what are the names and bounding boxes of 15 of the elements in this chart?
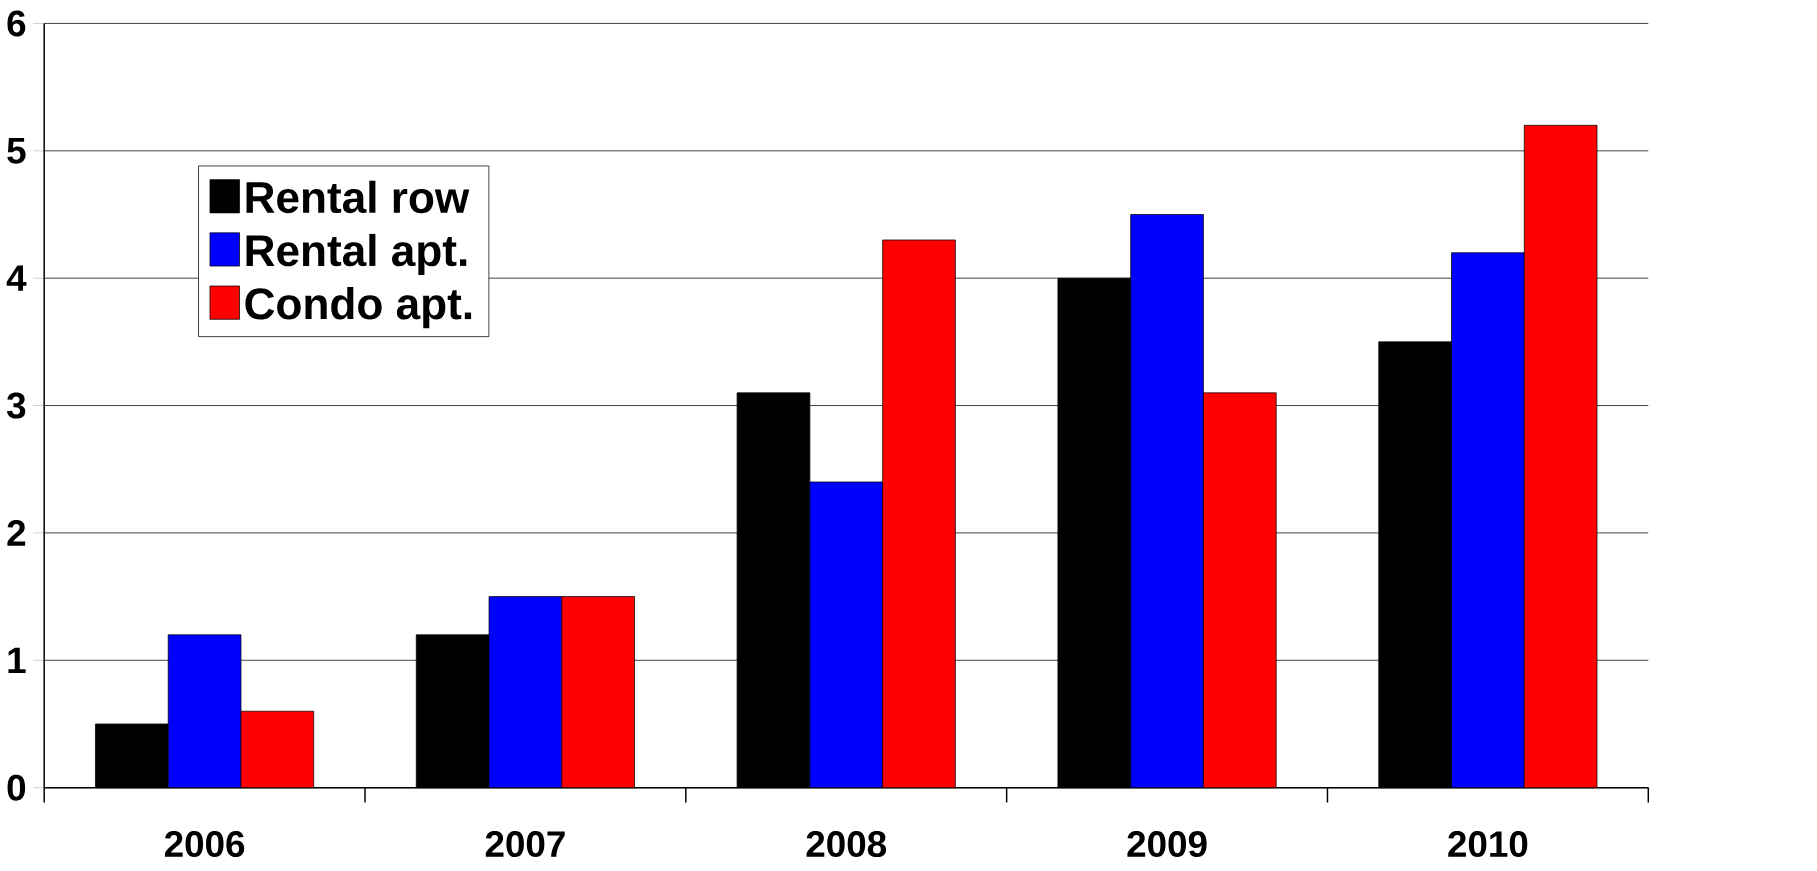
legend-label: Rental apt. [246,234,467,276]
y-tick-label: 3 [6,392,26,419]
y-tick-label: 4 [6,265,27,291]
y-tick-label: 2 [7,520,26,546]
legend-label: Rental row [246,180,470,214]
x-tick-label: 2008 [806,831,887,858]
legend-label: Condo apt. [245,287,472,329]
x-tick-label: 2009 [1127,831,1207,858]
y-tick-label: 1 [8,647,26,674]
x-tick-label: 2007 [485,831,565,858]
y-tick-label: 6 [7,10,26,37]
y-tick-label: 5 [7,138,26,164]
x-tick-label: 2010 [1448,831,1528,858]
y-tick-label: 0 [7,774,26,801]
x-tick-label: 2006 [164,831,245,858]
